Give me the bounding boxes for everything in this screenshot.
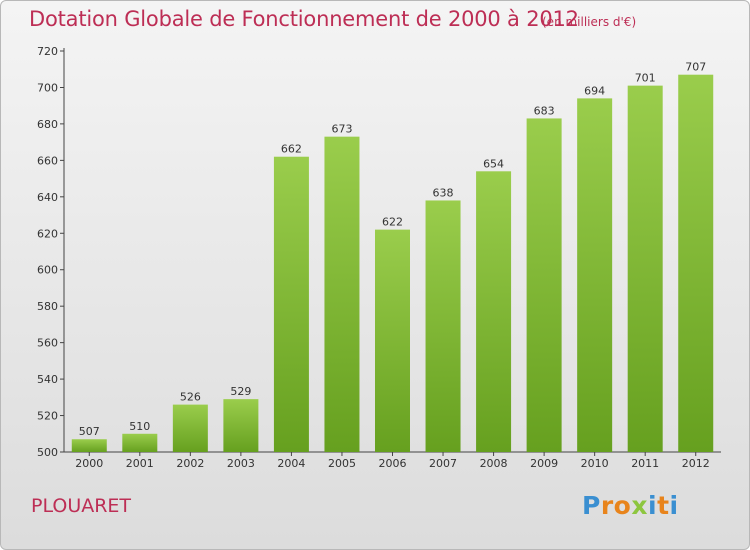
value-label: 662 [281,143,302,156]
value-label: 510 [129,420,150,433]
y-tick-label: 500 [37,446,58,459]
logo-letter: t [657,491,670,520]
x-tick-label: 2008 [480,457,508,470]
chart-title: Dotation Globale de Fonctionnement de 20… [29,7,579,31]
y-tick-label: 520 [37,410,58,423]
bar [172,404,208,452]
x-tick-label: 2004 [277,457,305,470]
logo-letter: r [600,491,614,520]
bar [71,439,107,452]
x-tick-label: 2002 [176,457,204,470]
bar [375,229,410,452]
x-tick-label: 2000 [75,457,103,470]
bars [71,74,714,453]
value-label: 638 [433,186,454,199]
axes: 500 520 540 560 580 600 620 640 660 680 700 720 [37,45,721,459]
y-tick-label: 560 [37,337,58,350]
bar [678,74,714,452]
y-tick-label: 700 [37,81,58,94]
logo-letter: i [669,491,679,520]
y-tick-label: 600 [37,264,58,277]
x-tick-label: 2010 [581,457,609,470]
bar [476,171,512,453]
bar [577,98,613,453]
value-label: 683 [534,104,555,117]
bar [273,156,309,452]
labels: 507 2000 510 2001 526 2002 529 2003 662 2004 673 20… [75,61,709,470]
bar [627,85,663,452]
y-tick-label: 680 [37,118,58,131]
value-label: 529 [230,385,251,398]
commune-name: PLOUARET [31,495,132,517]
value-label: 707 [685,61,706,74]
x-tick-label: 2007 [429,457,457,470]
x-tick-label: 2009 [530,457,558,470]
logo-letter: o [613,491,632,520]
bar [526,118,562,452]
x-tick-label: 2005 [328,457,356,470]
x-tick-label: 2012 [682,457,710,470]
logo-letter: i [648,491,658,520]
x-tick-label: 2011 [631,457,659,470]
value-label: 526 [180,391,201,404]
value-label: 654 [483,157,504,170]
value-label: 622 [382,216,403,229]
value-label: 701 [635,72,656,85]
value-label: 673 [331,123,352,136]
x-tick-label: 2006 [379,457,407,470]
value-label: 694 [584,84,605,97]
y-tick-label: 540 [37,373,58,386]
bar [324,136,360,452]
y-tick-label: 640 [37,191,58,204]
y-tick-label: 720 [37,45,58,58]
proxiti-logo: Proxiti [582,491,679,520]
bar [425,200,461,452]
y-tick-label: 580 [37,300,58,313]
logo-letter: x [631,491,648,520]
value-label: 507 [79,425,100,438]
bar [223,399,259,452]
y-tick-label: 660 [37,154,58,167]
x-tick-label: 2001 [126,457,154,470]
chart-unit: (en milliers d'€) [542,15,637,29]
y-tick-label: 620 [37,227,58,240]
bar [122,433,158,452]
logo-letter: P [582,491,601,520]
x-tick-label: 2003 [227,457,255,470]
